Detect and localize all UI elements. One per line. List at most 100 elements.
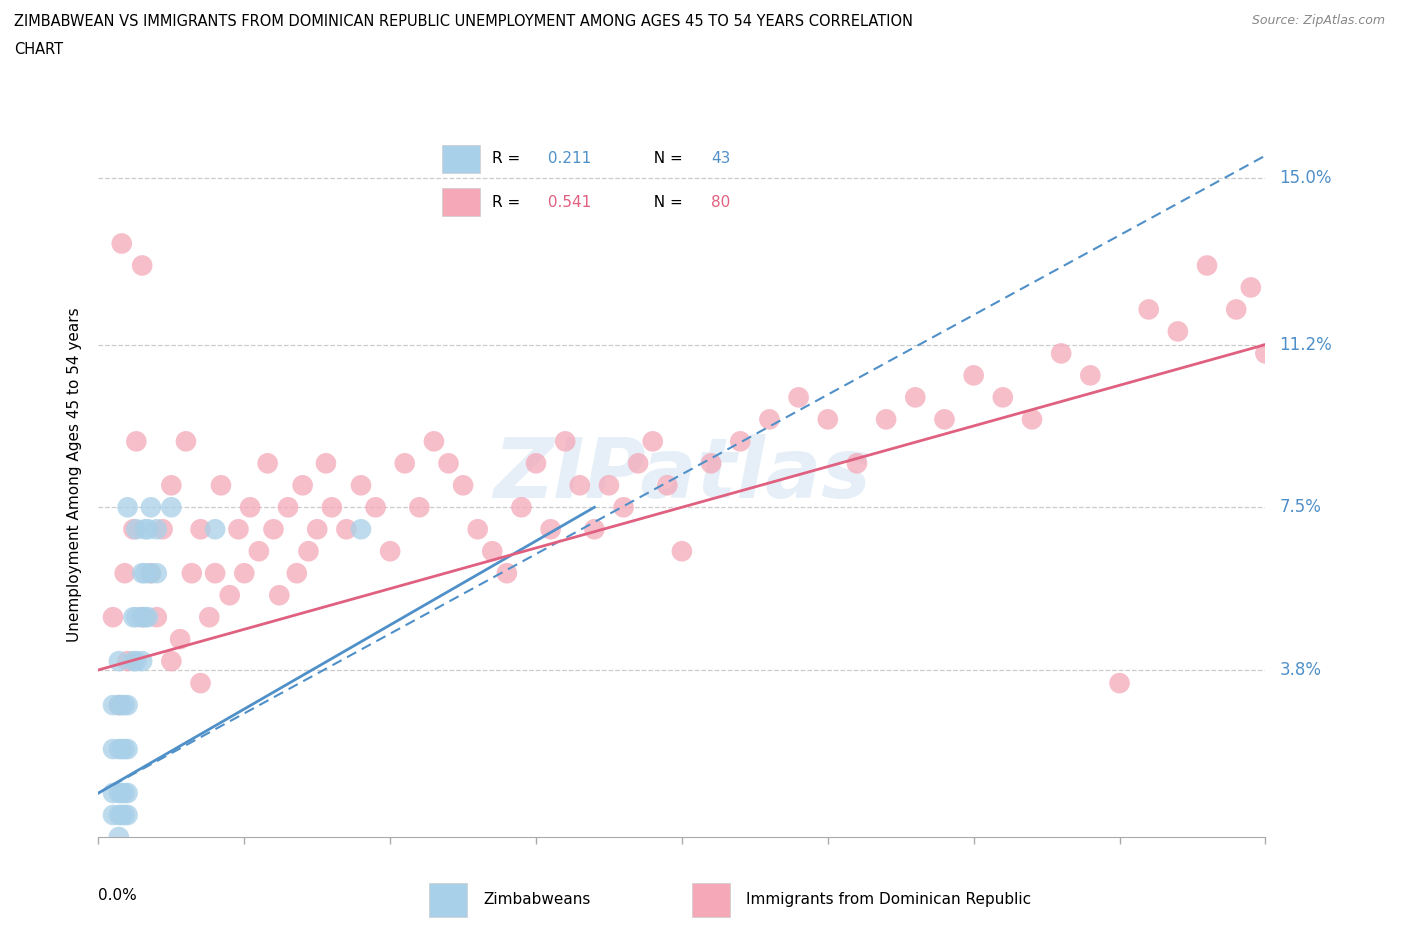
Point — [198, 610, 221, 625]
Point — [817, 412, 839, 427]
Point — [285, 565, 308, 580]
Point — [131, 610, 153, 625]
Point — [247, 544, 270, 559]
Text: 7.5%: 7.5% — [1279, 498, 1322, 516]
Point — [125, 654, 148, 669]
Point — [122, 654, 145, 669]
Point — [111, 807, 134, 822]
Point — [136, 522, 159, 537]
Point — [568, 478, 591, 493]
Point — [481, 544, 503, 559]
Point — [101, 786, 124, 801]
Point — [758, 412, 780, 427]
Point — [627, 456, 650, 471]
Point — [122, 522, 145, 537]
Point — [1195, 258, 1218, 272]
Point — [114, 698, 136, 712]
Point — [394, 456, 416, 471]
Point — [114, 786, 136, 801]
Point — [111, 698, 134, 712]
Point — [117, 654, 139, 669]
Point — [496, 565, 519, 580]
Point — [510, 499, 533, 514]
Point — [1080, 368, 1102, 383]
Point — [262, 522, 284, 537]
Point — [101, 741, 124, 756]
Point — [256, 456, 278, 471]
Point — [139, 565, 162, 580]
Text: 15.0%: 15.0% — [1279, 168, 1331, 187]
Point — [321, 499, 343, 514]
Point — [131, 258, 153, 272]
Point — [1021, 412, 1043, 427]
Point — [204, 522, 226, 537]
Point — [117, 499, 139, 514]
Point — [134, 522, 156, 537]
Point — [437, 456, 460, 471]
Text: Source: ZipAtlas.com: Source: ZipAtlas.com — [1251, 14, 1385, 27]
Point — [408, 499, 430, 514]
Point — [904, 390, 927, 405]
Point — [131, 565, 153, 580]
Point — [335, 522, 357, 537]
Text: 11.2%: 11.2% — [1279, 336, 1331, 353]
Point — [125, 610, 148, 625]
Text: 0.0%: 0.0% — [98, 888, 138, 903]
Point — [540, 522, 562, 537]
Point — [131, 610, 153, 625]
Point — [451, 478, 474, 493]
Point — [583, 522, 606, 537]
Point — [114, 741, 136, 756]
Text: ZIMBABWEAN VS IMMIGRANTS FROM DOMINICAN REPUBLIC UNEMPLOYMENT AMONG AGES 45 TO 5: ZIMBABWEAN VS IMMIGRANTS FROM DOMINICAN … — [14, 14, 912, 29]
Point — [117, 698, 139, 712]
FancyBboxPatch shape — [692, 884, 731, 917]
Point — [108, 654, 131, 669]
Point — [315, 456, 337, 471]
Point — [125, 522, 148, 537]
Point — [612, 499, 634, 514]
Point — [204, 565, 226, 580]
Point — [146, 522, 169, 537]
Point — [108, 698, 131, 712]
Point — [641, 434, 664, 449]
Point — [111, 236, 134, 251]
Text: ZIPatlas: ZIPatlas — [494, 433, 870, 515]
Point — [657, 478, 679, 493]
FancyBboxPatch shape — [429, 884, 467, 917]
Point — [122, 610, 145, 625]
Point — [146, 610, 169, 625]
Point — [111, 786, 134, 801]
Point — [350, 522, 373, 537]
Point — [101, 807, 124, 822]
Point — [962, 368, 984, 383]
Point — [218, 588, 240, 603]
Point — [1225, 302, 1247, 317]
Point — [787, 390, 810, 405]
Point — [291, 478, 314, 493]
Point — [160, 499, 183, 514]
Point — [108, 786, 131, 801]
Point — [239, 499, 262, 514]
Point — [108, 807, 131, 822]
Point — [228, 522, 250, 537]
Point — [1254, 346, 1277, 361]
Text: Immigrants from Dominican Republic: Immigrants from Dominican Republic — [747, 892, 1031, 908]
Text: Zimbabweans: Zimbabweans — [484, 892, 591, 908]
Point — [101, 610, 124, 625]
Point — [125, 434, 148, 449]
Point — [160, 478, 183, 493]
Point — [1050, 346, 1073, 361]
Point — [297, 544, 319, 559]
Point — [598, 478, 620, 493]
Point — [423, 434, 446, 449]
Point — [380, 544, 402, 559]
Point — [875, 412, 897, 427]
Point — [1137, 302, 1160, 317]
Y-axis label: Unemployment Among Ages 45 to 54 years: Unemployment Among Ages 45 to 54 years — [66, 307, 82, 642]
Point — [1240, 280, 1263, 295]
Point — [700, 456, 723, 471]
Point — [114, 565, 136, 580]
Point — [139, 565, 162, 580]
Point — [117, 786, 139, 801]
Point — [730, 434, 752, 449]
